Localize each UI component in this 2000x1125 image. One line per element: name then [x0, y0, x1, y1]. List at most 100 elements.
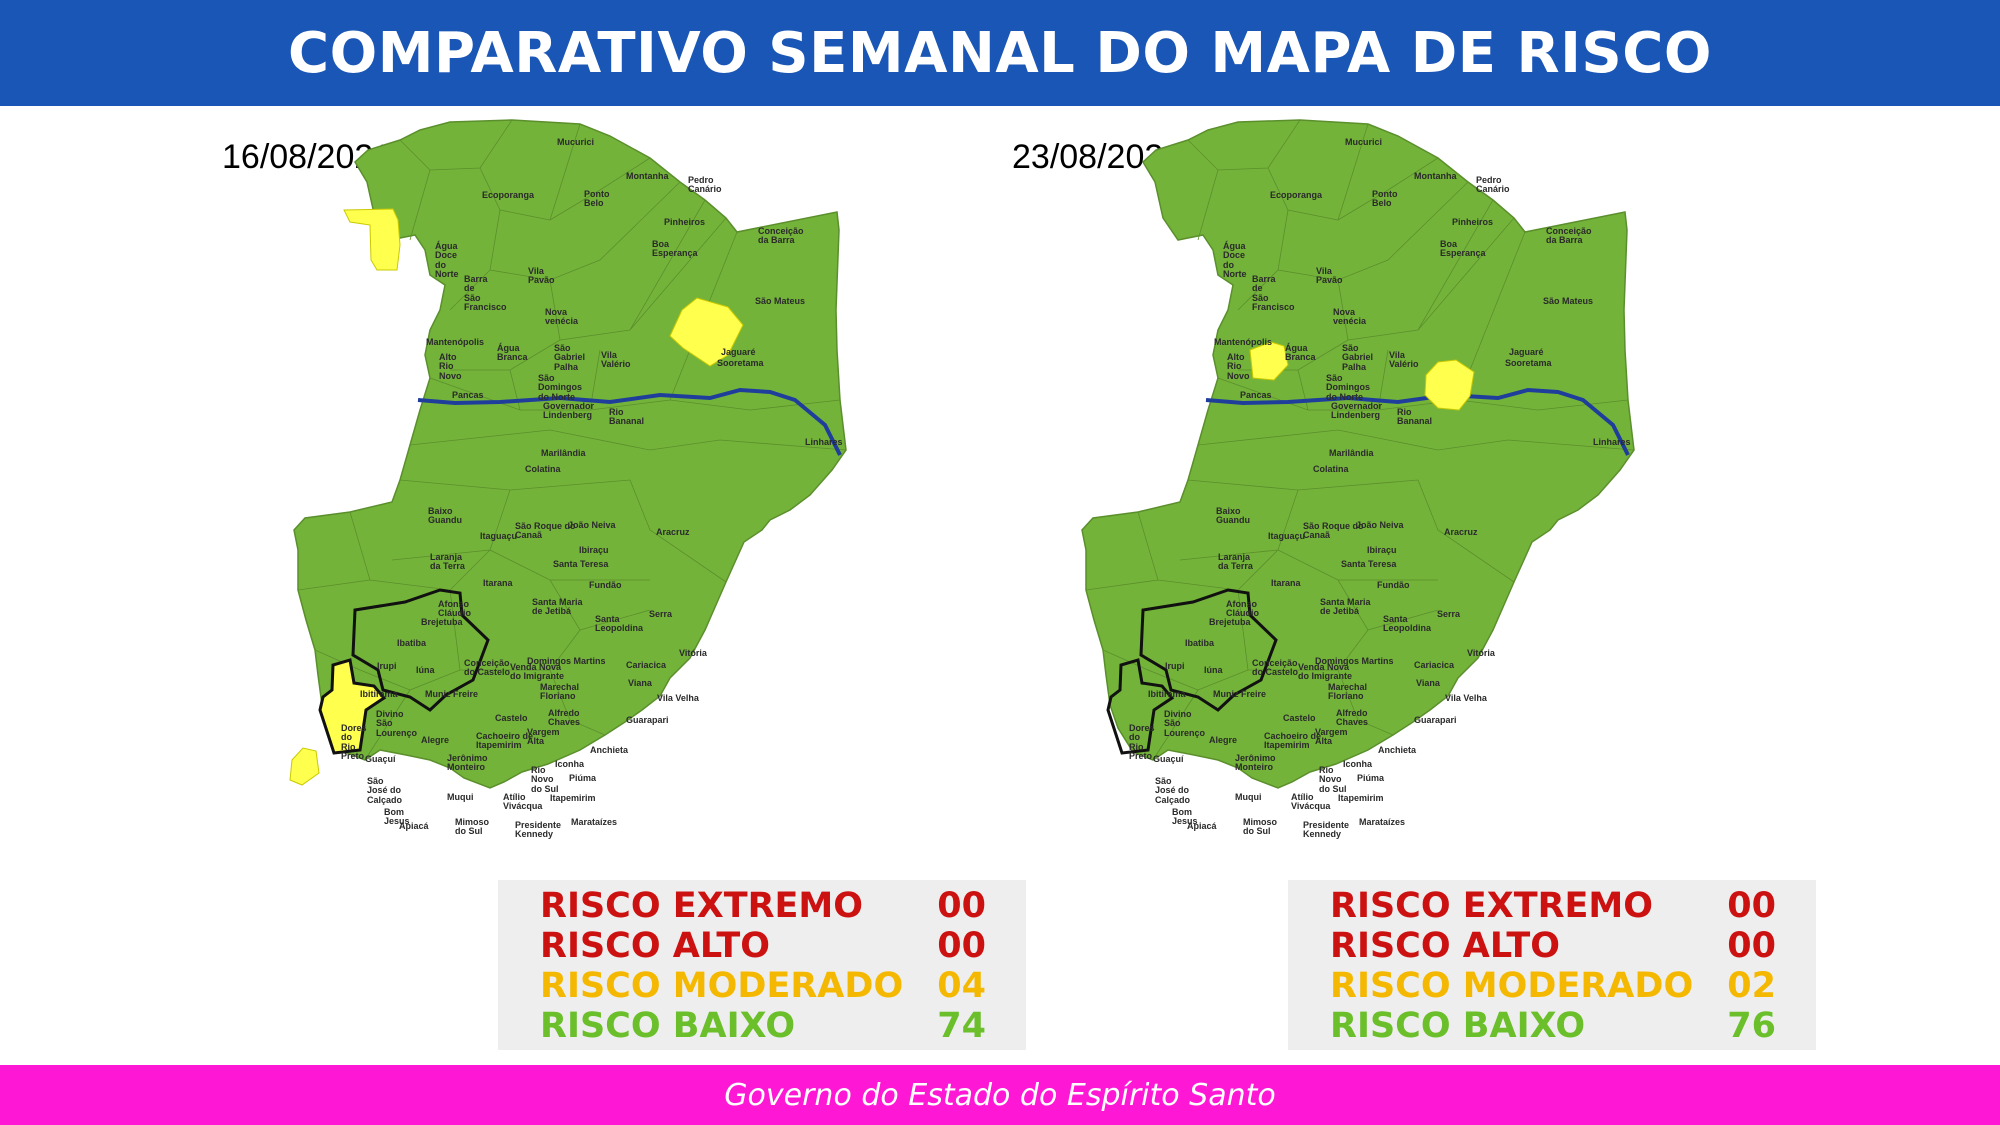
municipality-label-apiaca: Apiacá: [399, 821, 429, 831]
municipality-label-marataizes: Marataízes: [571, 817, 618, 827]
legend-count: 00: [937, 886, 986, 926]
municipality-label-venda-nova: Venda Nova do Imigrante: [510, 662, 565, 682]
municipality-label-marataizes: Marataízes: [1359, 817, 1406, 827]
municipality-label-joao-neiva: João Neiva: [568, 520, 616, 530]
municipality-label-vitoria: Vitória: [679, 648, 707, 658]
municipality-label-vargem-alta: Vargem Alta: [527, 727, 560, 747]
municipality-label-brejetuba: Brejetuba: [421, 617, 463, 627]
municipality-label-itapemirim: Itapemirim: [550, 793, 596, 803]
municipality-label-conceicao-barra: Conceição da Barra: [758, 226, 804, 246]
municipality-label-pinheiros: Pinheiros: [664, 217, 706, 227]
municipality-label-sooretama: Sooretama: [1505, 358, 1552, 368]
footer-banner: Governo do Estado do Espírito Santo: [0, 1065, 2000, 1125]
legend-label: RISCO MODERADO: [540, 966, 904, 1006]
municipality-label-brejetuba: Brejetuba: [1209, 617, 1251, 627]
cachoeiro-region-border: [1139, 588, 1278, 712]
municipality-label-mucurici: Mucurici: [1345, 137, 1383, 147]
cachoeiro-region-border: [351, 588, 490, 712]
municipality-label-sao-jose-calcado: São José do Calçado: [367, 776, 403, 805]
municipality-label-vargem-alta: Vargem Alta: [1315, 727, 1348, 747]
municipality-label-apiaca: Apiacá: [1187, 821, 1217, 831]
municipality-label-guarapari: Guarapari: [1414, 715, 1457, 725]
municipality-label-muniz-freire: Muniz Freire: [1213, 689, 1267, 699]
municipality-label-aracruz: Aracruz: [656, 527, 690, 537]
municipality-label-alegre: Alegre: [1209, 735, 1238, 745]
legend-count: 00: [1727, 886, 1776, 926]
highlight-sooretama: [669, 297, 744, 367]
municipality-label-sao-domingos: São Domingos do Norte: [538, 373, 582, 402]
municipality-label-cachoeiro: Cachoeiro de Itapemirim: [1264, 731, 1322, 751]
municipality-label-itaguacu: Itaguaçu: [480, 531, 518, 541]
municipality-label-colatina: Colatina: [1313, 464, 1349, 474]
municipality-label-santa-teresa: Santa Teresa: [1341, 559, 1397, 569]
municipality-label-aracruz: Aracruz: [1444, 527, 1478, 537]
municipality-label-castelo: Castelo: [495, 713, 528, 723]
municipality-label-ibitirama: Ibitirama: [360, 689, 398, 699]
municipality-label-agua-branca: Água Branca: [1285, 343, 1316, 363]
river-doce: [417, 387, 842, 456]
municipality-label-castelo: Castelo: [1283, 713, 1316, 723]
municipality-label-santa-leopoldina: Santa Leopoldina: [1383, 614, 1431, 634]
municipality-label-nova-venecia: Nova venécia: [1333, 307, 1367, 327]
legend-count: 00: [937, 926, 986, 966]
municipality-label-cariacica: Cariacica: [1414, 660, 1455, 670]
municipality-label-baixo-guandu: Baixo Guandu: [1216, 506, 1250, 526]
municipality-label-itaguacu: Itaguaçu: [1268, 531, 1306, 541]
municipality-label-itarana: Itarana: [1271, 578, 1301, 588]
municipality-label-barra-sao-francisco: Barra de São Francisco: [1252, 274, 1295, 313]
municipality-label-rio-novo-sul: Rio Novo do Sul: [531, 765, 559, 794]
municipality-label-piuma: Piúma: [1357, 773, 1385, 783]
municipality-label-ibiracu: Ibiraçu: [579, 545, 609, 555]
highlight-rio-bananal: [1424, 359, 1475, 411]
municipality-label-mantenopolis: Mantenópolis: [426, 337, 484, 347]
state-outline: [293, 119, 847, 789]
left-map-svg: [289, 119, 847, 789]
municipality-label-sao-jose-calcado: São José do Calçado: [1155, 776, 1191, 805]
legend-row-moderado: RISCO MODERADO 02: [1330, 966, 1776, 1006]
left-state-map: Mucurici Montanha Pedro Canário Ecoporanga P…: [250, 110, 950, 890]
municipality-label-mucurici: Mucurici: [557, 137, 595, 147]
municipality-label-colatina: Colatina: [525, 464, 561, 474]
municipality-label-agua-branca: Água Branca: [497, 343, 528, 363]
municipality-label-linhares: Linhares: [805, 437, 843, 447]
legend-label: RISCO BAIXO: [1330, 1006, 1586, 1046]
municipality-label-atilio-vivacqua: Atílio Vivácqua: [503, 792, 543, 812]
municipality-label-cariacica: Cariacica: [626, 660, 667, 670]
legend-count: 00: [1727, 926, 1776, 966]
legend-count: 76: [1727, 1006, 1776, 1046]
municipality-label-nova-venecia: Nova venécia: [545, 307, 579, 327]
municipality-label-anchieta: Anchieta: [590, 745, 629, 755]
municipality-label-vitoria: Vitória: [1467, 648, 1495, 658]
legend-label: RISCO ALTO: [1330, 926, 1561, 966]
legend-row-extremo: RISCO EXTREMO 00: [1330, 886, 1776, 926]
municipality-label-alegre: Alegre: [421, 735, 450, 745]
municipality-label-laranja-terra: Laranja da Terra: [1218, 552, 1253, 572]
municipality-label-sao-domingos: São Domingos do Norte: [1326, 373, 1370, 402]
municipality-label-viana: Viana: [628, 678, 652, 688]
municipality-label-fundao: Fundão: [589, 580, 622, 590]
legend-row-baixo: RISCO BAIXO 74: [540, 1006, 986, 1046]
legend-label: RISCO MODERADO: [1330, 966, 1694, 1006]
page-title: COMPARATIVO SEMANAL DO MAPA DE RISCO: [288, 20, 1712, 86]
municipality-label-venda-nova: Venda Nova do Imigrante: [1298, 662, 1353, 682]
municipality-label-cachoeiro: Cachoeiro de Itapemirim: [476, 731, 534, 751]
municipality-label-piuma: Piúma: [569, 773, 597, 783]
municipality-label-agua-doce: Água Doce do Norte: [1223, 241, 1247, 280]
municipality-label-vila-valerio: Vila Valério: [601, 350, 631, 370]
municipality-label-baixo-guandu: Baixo Guandu: [428, 506, 462, 526]
municipality-label-conceicao-castelo: Conceição do Castelo: [464, 658, 511, 678]
left-risk-legend: RISCO EXTREMO 00 RISCO ALTO 00 RISCO MOD…: [498, 880, 1026, 1050]
municipality-label-itapemirim: Itapemirim: [1338, 793, 1384, 803]
municipality-label-presidente-kennedy: Presidente Kennedy: [515, 820, 562, 840]
legend-row-extremo: RISCO EXTREMO 00: [540, 886, 986, 926]
municipality-label-domingos-martins: Domingos Martins: [1315, 656, 1394, 666]
municipality-label-santa-leopoldina: Santa Leopoldina: [595, 614, 643, 634]
municipality-label-ecoporanga: Ecoporanga: [482, 190, 535, 200]
alegre-border: [1106, 658, 1175, 755]
municipality-label-serra: Serra: [1437, 609, 1461, 619]
municipality-label-santa-teresa: Santa Teresa: [553, 559, 609, 569]
municipality-label-fundao: Fundão: [1377, 580, 1410, 590]
municipality-label-guarapari: Guarapari: [626, 715, 669, 725]
municipality-label-sao-mateus: São Mateus: [755, 296, 806, 306]
municipality-label-jaguare: Jaguaré: [1509, 347, 1544, 357]
